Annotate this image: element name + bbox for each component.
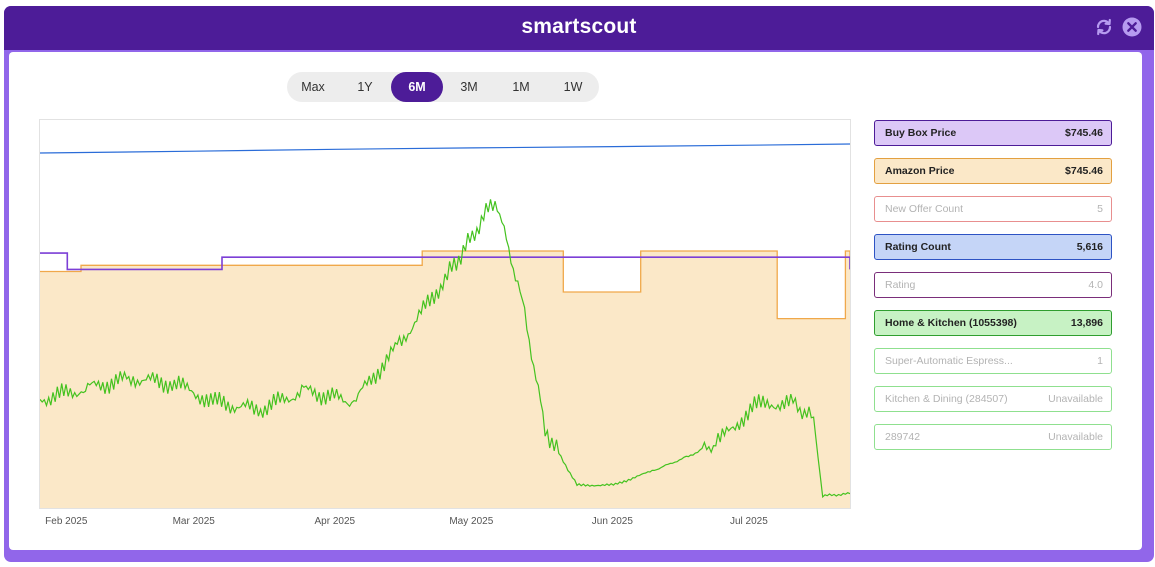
title-bar: smartscout <box>4 6 1154 50</box>
x-tick-label: Jul 2025 <box>729 516 768 527</box>
price-history-chart <box>39 119 851 509</box>
x-tick-label: May 2025 <box>449 516 494 527</box>
legend-label: New Offer Count <box>885 203 964 215</box>
legend-label: Kitchen & Dining (284507) <box>885 393 1008 405</box>
legend-item[interactable]: Rating 4.0 <box>874 272 1112 298</box>
series-line-amazon-price <box>40 250 851 320</box>
legend-item[interactable]: Amazon Price $745.46 <box>874 158 1112 184</box>
series-line-rating-count <box>39 143 851 154</box>
legend-label: Home & Kitchen (1055398) <box>885 317 1017 329</box>
legend-value: 4.0 <box>1088 279 1103 291</box>
legend-label: Amazon Price <box>885 165 955 177</box>
legend-item[interactable]: Home & Kitchen (1055398) 13,896 <box>874 310 1112 336</box>
legend-item[interactable]: Rating Count 5,616 <box>874 234 1112 260</box>
legend-label: Buy Box Price <box>885 127 957 139</box>
legend-value: 5 <box>1097 203 1103 215</box>
range-option-1w[interactable]: 1W <box>563 80 583 94</box>
refresh-icon[interactable] <box>1093 16 1115 38</box>
legend-value: 13,896 <box>1070 317 1103 329</box>
legend-value: $745.46 <box>1065 165 1103 177</box>
legend-item[interactable]: Buy Box Price $745.46 <box>874 120 1112 146</box>
legend-value: Unavailable <box>1048 431 1103 443</box>
range-option-1y[interactable]: 1Y <box>357 80 373 94</box>
legend-value: $745.46 <box>1065 127 1103 139</box>
x-tick-label: Mar 2025 <box>172 516 215 527</box>
close-icon[interactable] <box>1121 16 1143 38</box>
legend-value: Unavailable <box>1048 393 1103 405</box>
legend-item[interactable]: Kitchen & Dining (284507) Unavailable <box>874 386 1112 412</box>
range-option-6m[interactable]: 6M <box>391 72 443 102</box>
legend-label: 289742 <box>885 431 921 443</box>
x-tick-label: Feb 2025 <box>45 516 88 527</box>
app-title: smartscout <box>521 15 637 38</box>
series-line-home-kitchen-1055398 <box>39 199 851 499</box>
range-option-max[interactable]: Max <box>301 80 325 94</box>
time-range-selector: Max 1Y 6M 3M 1M 1W <box>287 72 599 102</box>
legend-label: Rating <box>885 279 916 291</box>
legend-item[interactable]: New Offer Count 5 <box>874 196 1112 222</box>
legend-label: Super-Automatic Espress... <box>885 355 1013 367</box>
legend-value: 1 <box>1097 355 1103 367</box>
legend-item[interactable]: Super-Automatic Espress... 1 <box>874 348 1112 374</box>
legend-label: Rating Count <box>885 241 951 253</box>
x-tick-label: Apr 2025 <box>314 516 356 527</box>
series-line-buy-box-price <box>40 252 851 271</box>
x-tick-label: Jun 2025 <box>591 516 633 527</box>
range-option-1m[interactable]: 1M <box>512 80 530 94</box>
legend-item[interactable]: 289742 Unavailable <box>874 424 1112 450</box>
range-option-3m[interactable]: 3M <box>460 80 478 94</box>
chart-canvas[interactable] <box>39 120 851 508</box>
legend-value: 5,616 <box>1076 241 1103 253</box>
series-area-amazon-price <box>40 251 850 508</box>
